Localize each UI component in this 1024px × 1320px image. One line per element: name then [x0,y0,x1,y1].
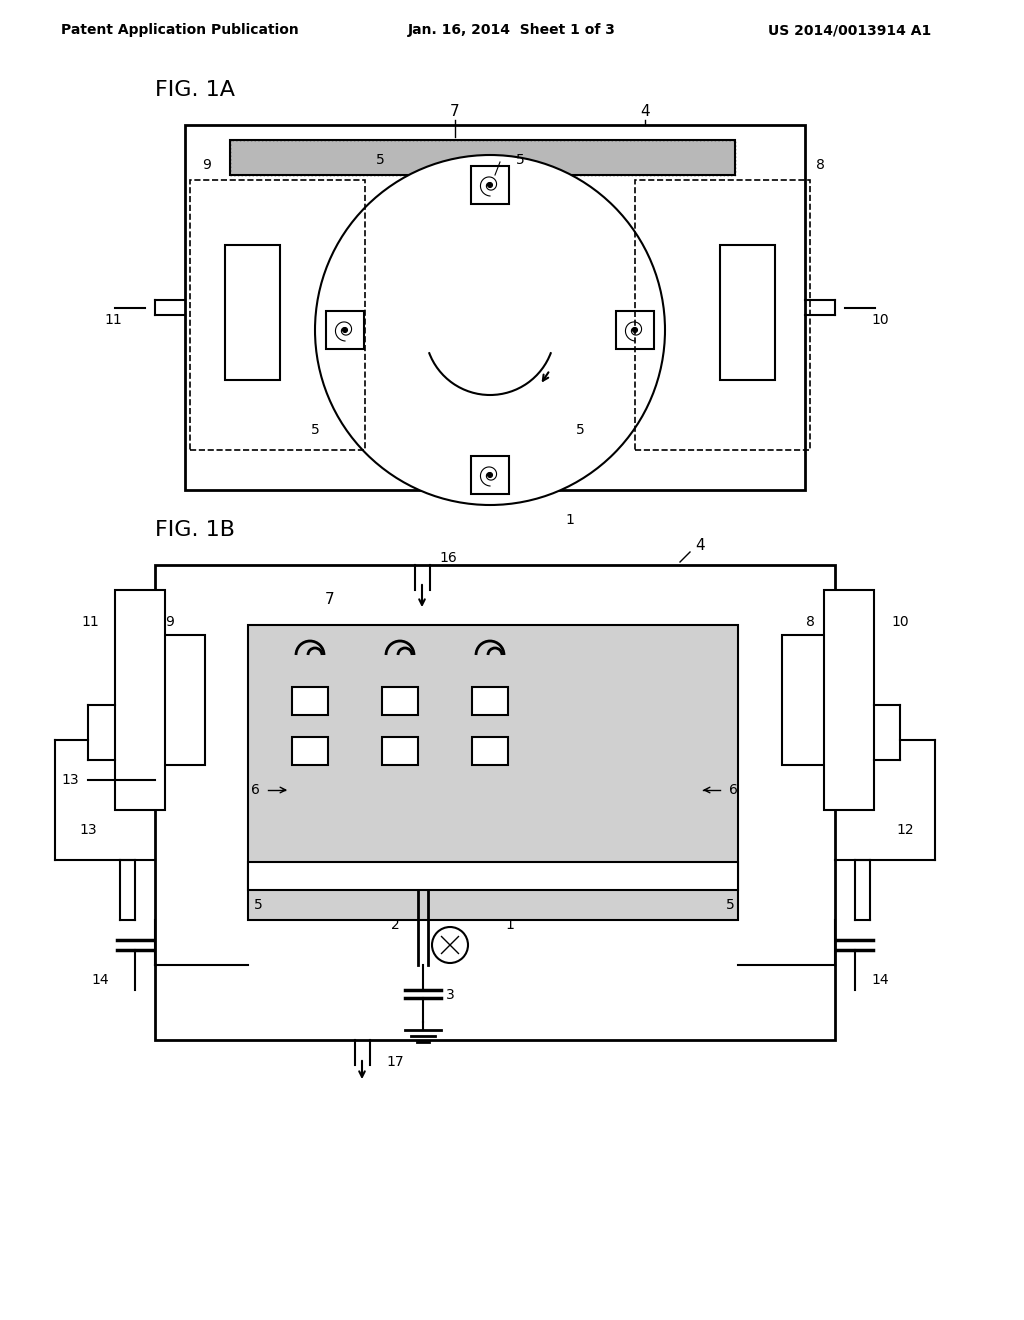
Bar [472,686,508,715]
Text: 7: 7 [326,593,335,607]
Bar [292,686,328,715]
Bar [382,737,418,766]
Text: 5: 5 [726,898,734,912]
Circle shape [315,154,665,506]
Text: US 2014/0013914 A1: US 2014/0013914 A1 [768,22,932,37]
Bar [635,180,810,450]
Text: Jan. 16, 2014  Sheet 1 of 3: Jan. 16, 2014 Sheet 1 of 3 [408,22,616,37]
Text: 2: 2 [390,917,399,932]
Text: 9: 9 [166,615,174,630]
Text: 5: 5 [516,153,524,168]
Text: 5: 5 [310,422,319,437]
Text: FIG. 1B: FIG. 1B [155,520,234,540]
Bar [471,455,509,494]
Bar [248,862,738,890]
Text: 12: 12 [896,822,913,837]
Text: 4: 4 [640,104,650,120]
Bar [185,125,805,490]
Text: 14: 14 [91,973,109,987]
Circle shape [487,182,493,187]
Text: 1: 1 [506,917,514,932]
Circle shape [633,327,638,333]
Text: 8: 8 [815,158,824,172]
Bar [616,312,654,348]
Text: FIG. 1A: FIG. 1A [155,81,234,100]
Circle shape [432,927,468,964]
Text: 3: 3 [445,987,455,1002]
Bar [230,140,735,176]
Bar [326,312,364,348]
Text: 6: 6 [251,783,259,797]
Text: 14: 14 [871,973,889,987]
Text: 6: 6 [728,783,737,797]
Text: 13: 13 [61,774,79,787]
Bar [225,246,280,380]
Text: 11: 11 [104,313,122,327]
Text: 10: 10 [891,615,909,630]
Text: 5: 5 [254,898,262,912]
Text: 1: 1 [565,513,574,527]
Bar [230,140,735,176]
Text: 5: 5 [575,422,585,437]
Text: 9: 9 [203,158,211,172]
Bar [160,635,205,766]
Text: Patent Application Publication: Patent Application Publication [61,22,299,37]
Text: 17: 17 [386,1055,403,1069]
Bar [471,166,509,205]
Text: 13: 13 [79,822,97,837]
Bar [382,686,418,715]
Text: 4: 4 [695,537,705,553]
Bar [115,590,165,810]
Text: 8: 8 [806,615,814,630]
Bar [720,246,775,380]
Bar [190,180,365,450]
Text: 10: 10 [871,313,889,327]
Bar [155,565,835,1040]
Bar [782,635,827,766]
Circle shape [342,327,347,333]
Text: 7: 7 [451,104,460,120]
Bar [824,590,874,810]
Bar [248,624,738,920]
Text: 16: 16 [439,550,457,565]
Text: 5: 5 [376,153,384,168]
Bar [292,737,328,766]
Text: 11: 11 [81,615,99,630]
Bar [472,737,508,766]
Circle shape [487,473,493,478]
